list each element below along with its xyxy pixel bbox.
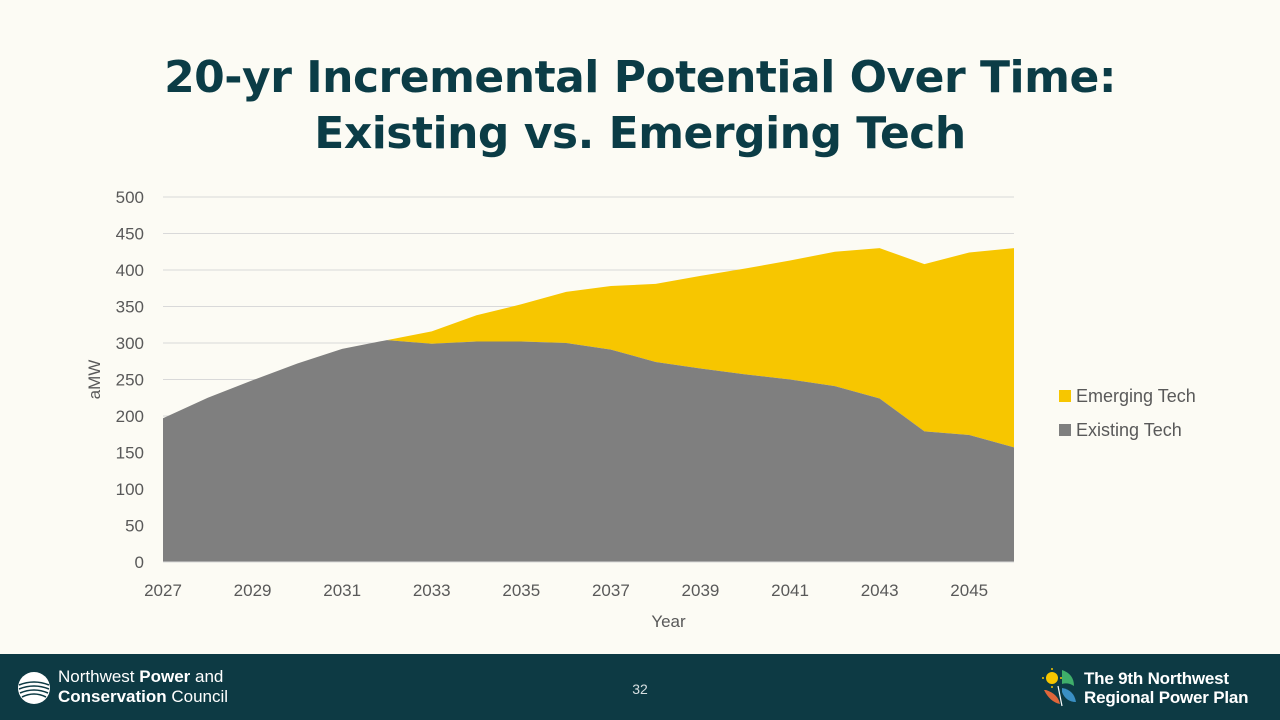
y-tick-label-350: 350 <box>116 298 144 317</box>
y-tick-label-450: 450 <box>116 225 144 244</box>
x-tick-label-2027: 2027 <box>144 581 182 600</box>
org-line2-bold: Conservation <box>58 687 167 706</box>
power-plan-name: The 9th Northwest Regional Power Plan <box>1084 669 1249 707</box>
y-tick-label-250: 250 <box>116 371 144 390</box>
slide-title-line-1: 20-yr Incremental Potential Over Time: <box>164 52 1116 103</box>
y-tick-label-500: 500 <box>116 188 144 207</box>
page-number: 32 <box>632 681 648 697</box>
org-line1-bold: Power <box>139 667 191 686</box>
area-emerging-tech <box>163 248 1014 448</box>
y-tick-label-200: 200 <box>116 407 144 426</box>
y-tick-label-300: 300 <box>116 334 144 353</box>
legend-existing-tech-swatch <box>1059 424 1071 436</box>
legend-existing-tech-label: Existing Tech <box>1076 420 1182 440</box>
slide-title: 20-yr Incremental Potential Over Time: E… <box>0 50 1280 162</box>
nwpcc-logo-icon <box>18 672 50 704</box>
organization-name: Northwest Power and Conservation Council <box>58 667 228 707</box>
y-tick-label-100: 100 <box>116 480 144 499</box>
power-plan-logo-icon <box>1042 668 1076 707</box>
org-line2-end: Council <box>166 687 229 706</box>
legend-emerging-tech-label: Emerging Tech <box>1076 386 1196 406</box>
footer-bar: Northwest Power and Conservation Council… <box>0 654 1280 720</box>
plan-name-line-1: The 9th Northwest <box>1084 669 1229 688</box>
org-line1-end: and <box>190 667 224 686</box>
x-axis-title: Year <box>651 612 686 631</box>
x-tick-label-2043: 2043 <box>861 581 899 600</box>
plan-name-line-2: Regional Power Plan <box>1084 688 1249 707</box>
org-line1-regular: Northwest <box>58 667 140 686</box>
y-tick-label-50: 50 <box>125 517 144 536</box>
x-tick-label-2035: 2035 <box>502 581 540 600</box>
y-axis-title: aMW <box>85 360 104 400</box>
area-existing-tech <box>163 340 1014 562</box>
x-tick-label-2039: 2039 <box>682 581 720 600</box>
x-tick-label-2033: 2033 <box>413 581 451 600</box>
slide-title-line-2: Existing vs. Emerging Tech <box>314 108 966 159</box>
legend-emerging-tech-swatch <box>1059 390 1071 402</box>
stacked-area-chart: 0 50 100 150 200 250 300 350 400 450 500 2027 2029 20… <box>85 188 1196 631</box>
y-tick-label-150: 150 <box>116 444 144 463</box>
x-tick-label-2031: 2031 <box>323 581 361 600</box>
x-tick-label-2037: 2037 <box>592 581 630 600</box>
x-tick-label-2045: 2045 <box>950 581 988 600</box>
y-tick-label-400: 400 <box>116 261 144 280</box>
y-tick-label-0: 0 <box>135 553 144 572</box>
x-tick-label-2041: 2041 <box>771 581 809 600</box>
x-tick-label-2029: 2029 <box>234 581 272 600</box>
